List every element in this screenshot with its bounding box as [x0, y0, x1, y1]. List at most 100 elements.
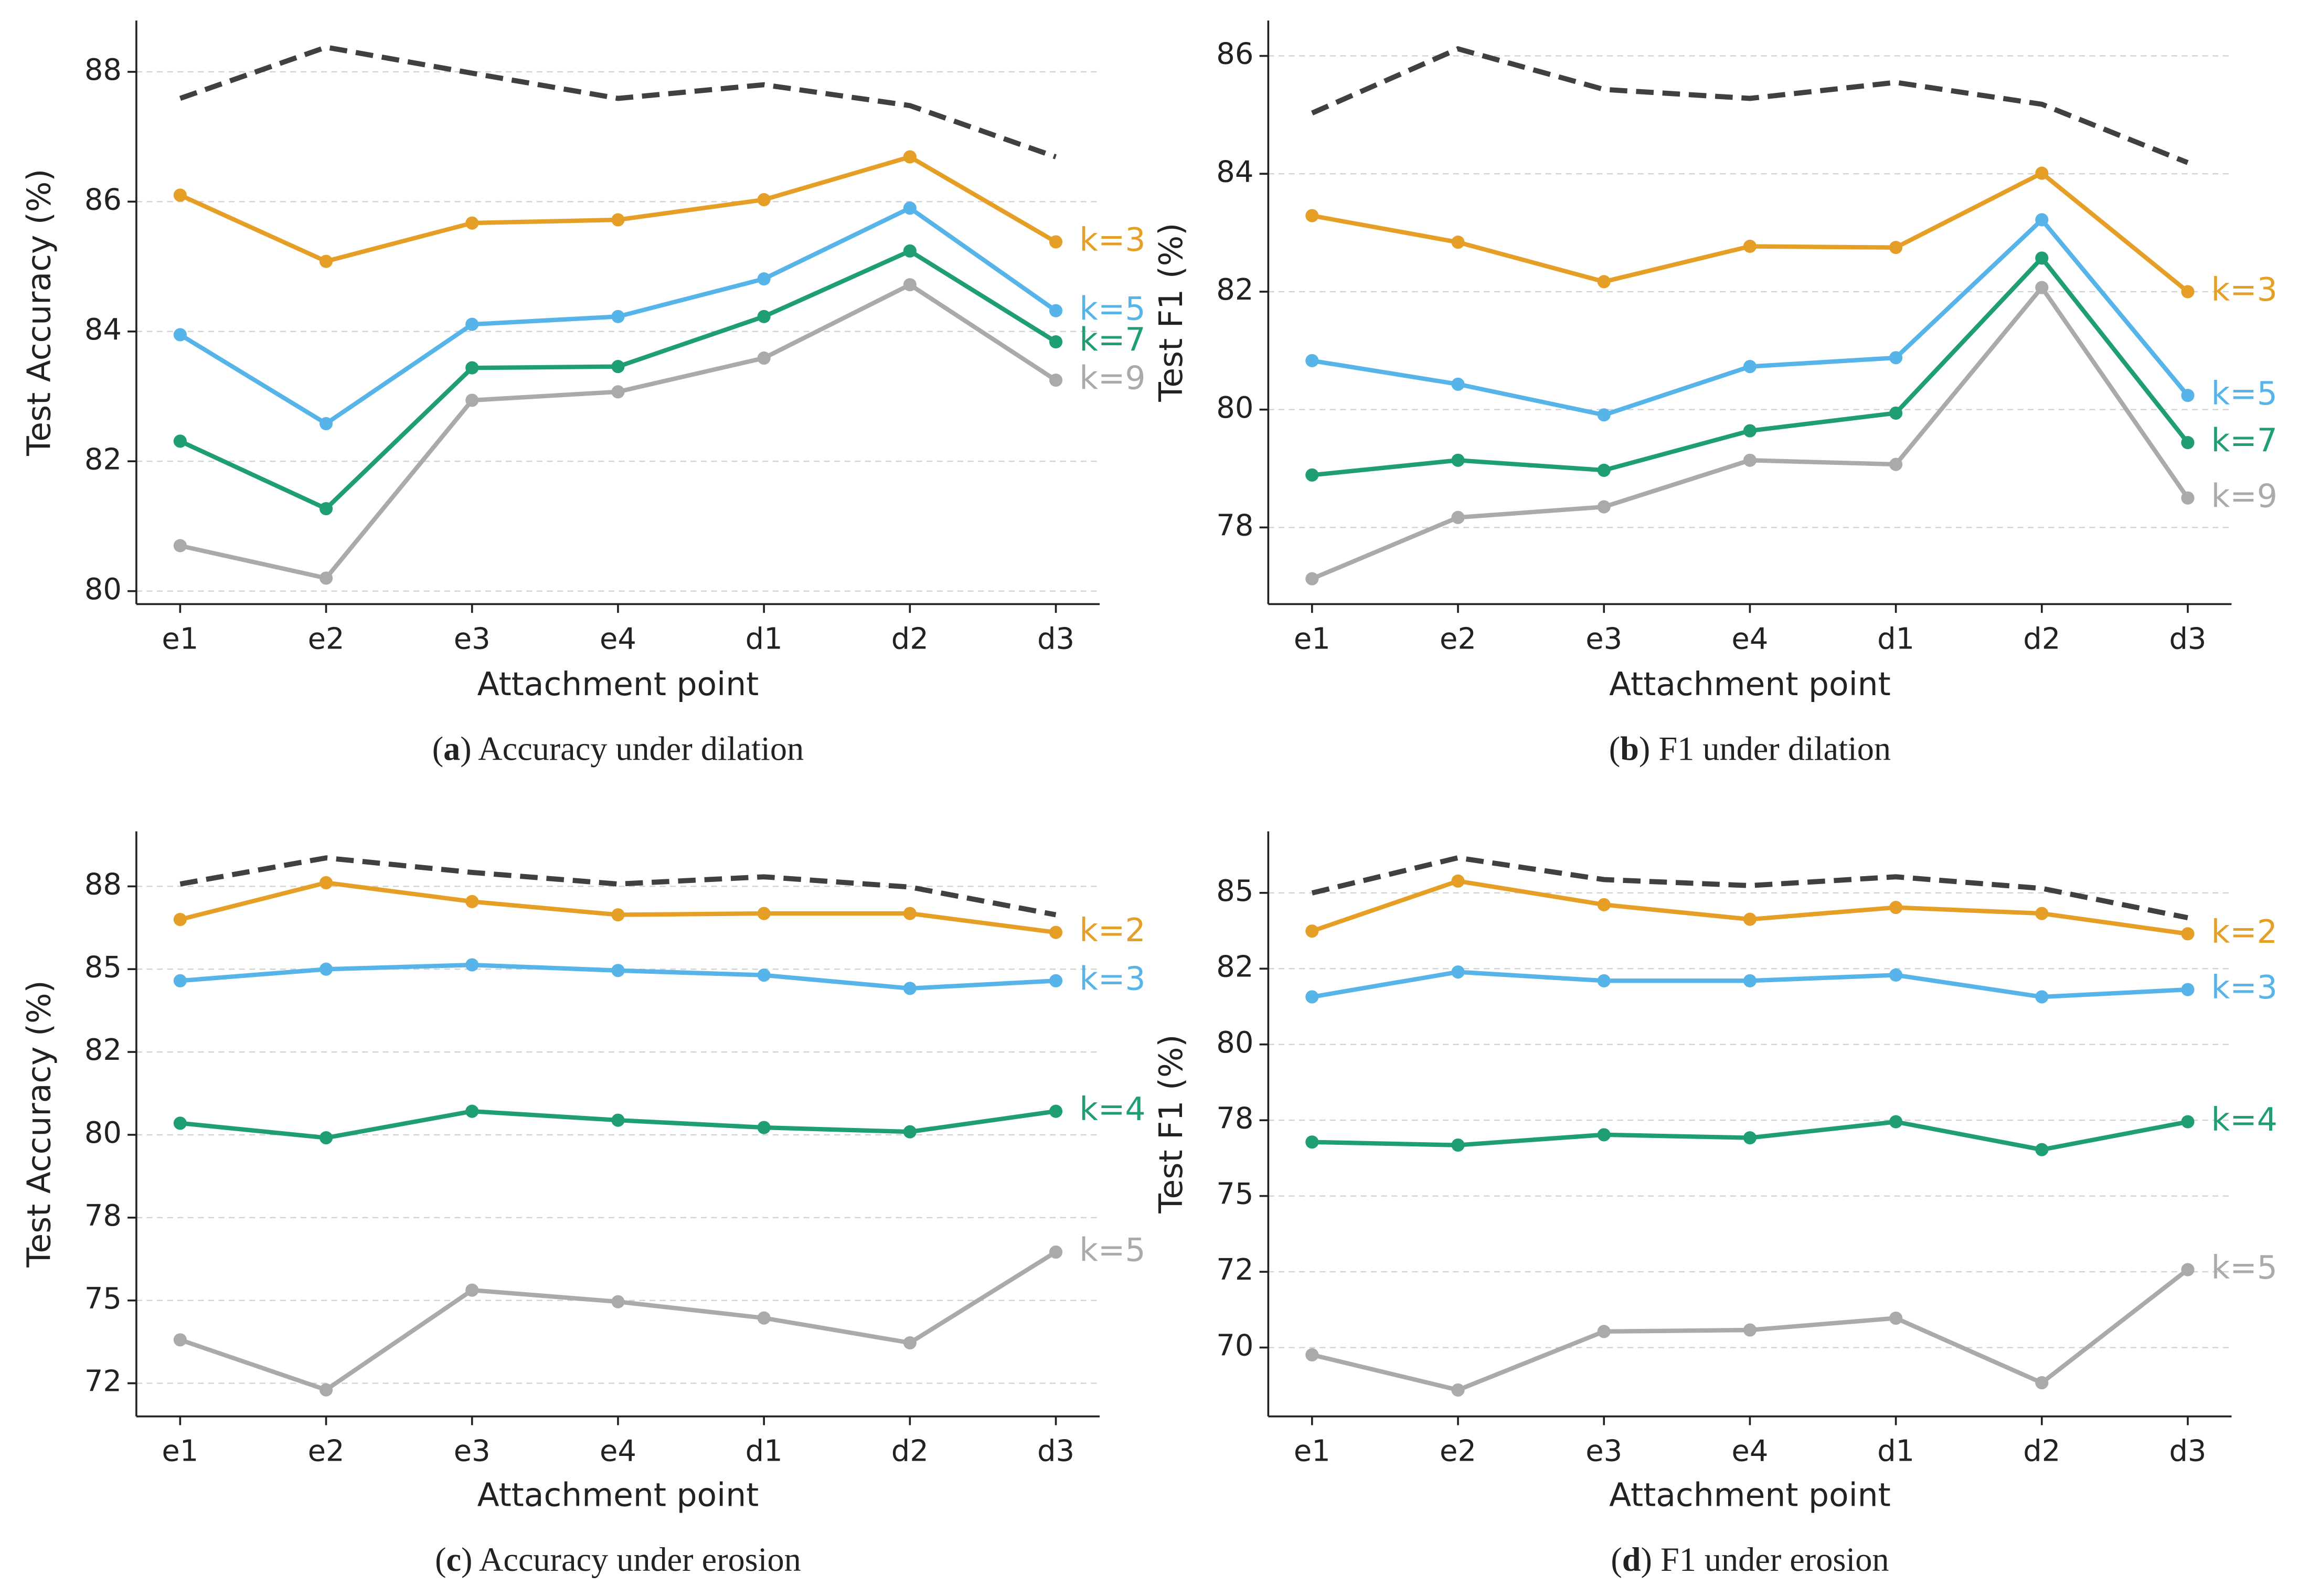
x-tick-label: d3	[2169, 1434, 2206, 1469]
y-tick-label: 82	[84, 1033, 122, 1067]
series-label: k=3	[1079, 221, 1145, 259]
point	[465, 895, 479, 909]
y-tick-label: 88	[84, 53, 122, 87]
series-label: k=9	[1079, 360, 1145, 397]
series-line	[1311, 46, 2189, 165]
series-label: k=2	[2211, 913, 2277, 951]
point	[1049, 925, 1063, 939]
x-tick-label: d2	[891, 622, 929, 656]
x-tick-label: e3	[1585, 1434, 1622, 1469]
caption-part: c	[446, 1541, 462, 1578]
caption-part: a	[443, 730, 460, 767]
point	[2181, 1263, 2195, 1276]
caption-part: ) F1 under erosion	[1641, 1541, 1889, 1578]
point	[465, 1283, 479, 1297]
series-label: k=9	[2211, 477, 2277, 515]
caption-part: (	[432, 730, 443, 767]
series-line	[179, 1250, 1057, 1392]
y-tick-label: 78	[84, 1199, 122, 1233]
point	[1597, 1128, 1611, 1142]
point	[903, 244, 917, 258]
series-line	[179, 855, 1057, 918]
point	[903, 1125, 917, 1139]
point	[2181, 389, 2195, 402]
point	[1305, 354, 1319, 367]
point	[319, 254, 333, 268]
point	[1451, 874, 1465, 888]
point	[1743, 974, 1757, 987]
series-label: k=5	[2211, 375, 2277, 412]
series-label: k=3	[2211, 969, 2277, 1006]
point	[1305, 1348, 1319, 1361]
point	[1451, 377, 1465, 391]
series-label: k=4	[2211, 1101, 2277, 1139]
point	[757, 1311, 771, 1325]
point	[173, 974, 187, 987]
point	[611, 1113, 625, 1127]
y-tick-label: 82	[1216, 950, 1253, 984]
caption-part: d	[1622, 1541, 1641, 1578]
point	[757, 1121, 771, 1134]
caption-part: ) F1 under dilation	[1639, 730, 1891, 767]
point	[611, 360, 625, 374]
point	[903, 150, 917, 164]
y-axis-label: Test Accuracy (%)	[20, 169, 58, 456]
point	[2035, 251, 2049, 265]
x-tick-label: e1	[162, 1434, 198, 1469]
point	[319, 502, 333, 516]
point	[465, 958, 479, 972]
y-axis-label: Test Accuracy (%)	[20, 981, 58, 1268]
series-label: k=5	[2211, 1249, 2277, 1286]
point	[611, 310, 625, 323]
point	[1451, 510, 1465, 524]
point	[757, 193, 771, 207]
caption: (c) Accuracy under erosion	[435, 1541, 801, 1578]
point	[1305, 1135, 1319, 1149]
series-label: k=5	[1079, 290, 1145, 327]
point	[1049, 1104, 1063, 1118]
point	[1451, 453, 1465, 467]
point	[465, 393, 479, 407]
point	[1305, 209, 1319, 222]
point	[2035, 907, 2049, 920]
point	[1597, 408, 1611, 422]
point	[173, 1333, 187, 1347]
point	[757, 907, 771, 920]
point	[1451, 965, 1465, 979]
y-tick-label: 80	[1216, 391, 1253, 425]
point	[2035, 990, 2049, 1004]
point	[1049, 974, 1063, 987]
series-label: k=3	[1079, 960, 1145, 997]
point	[903, 278, 917, 292]
y-tick-label: 82	[1216, 273, 1253, 307]
point	[2035, 1143, 2049, 1156]
point	[1049, 1245, 1063, 1259]
point	[319, 571, 333, 585]
point	[1889, 457, 1903, 471]
y-tick-label: 80	[84, 572, 122, 607]
point	[903, 1336, 917, 1350]
point	[319, 876, 333, 890]
y-tick-label: 70	[1216, 1329, 1253, 1363]
point	[173, 434, 187, 448]
point	[2035, 166, 2049, 180]
y-tick-label: 72	[84, 1365, 122, 1399]
point	[1743, 453, 1757, 467]
caption: (d) F1 under erosion	[1611, 1541, 1889, 1578]
point	[1889, 1115, 1903, 1129]
point	[1743, 1131, 1757, 1145]
y-axis-label: Test F1 (%)	[1153, 1035, 1190, 1214]
y-axis-label: Test F1 (%)	[1153, 223, 1190, 402]
x-tick-label: e4	[600, 622, 636, 656]
caption-part: ) Accuracy under erosion	[461, 1541, 801, 1578]
point	[611, 964, 625, 977]
point	[903, 982, 917, 995]
point	[1049, 235, 1063, 249]
y-tick-label: 80	[1216, 1026, 1253, 1060]
y-tick-label: 86	[84, 183, 122, 217]
point	[1889, 901, 1903, 914]
x-tick-label: d3	[1037, 622, 1074, 656]
point	[1049, 373, 1063, 387]
point	[465, 216, 479, 230]
